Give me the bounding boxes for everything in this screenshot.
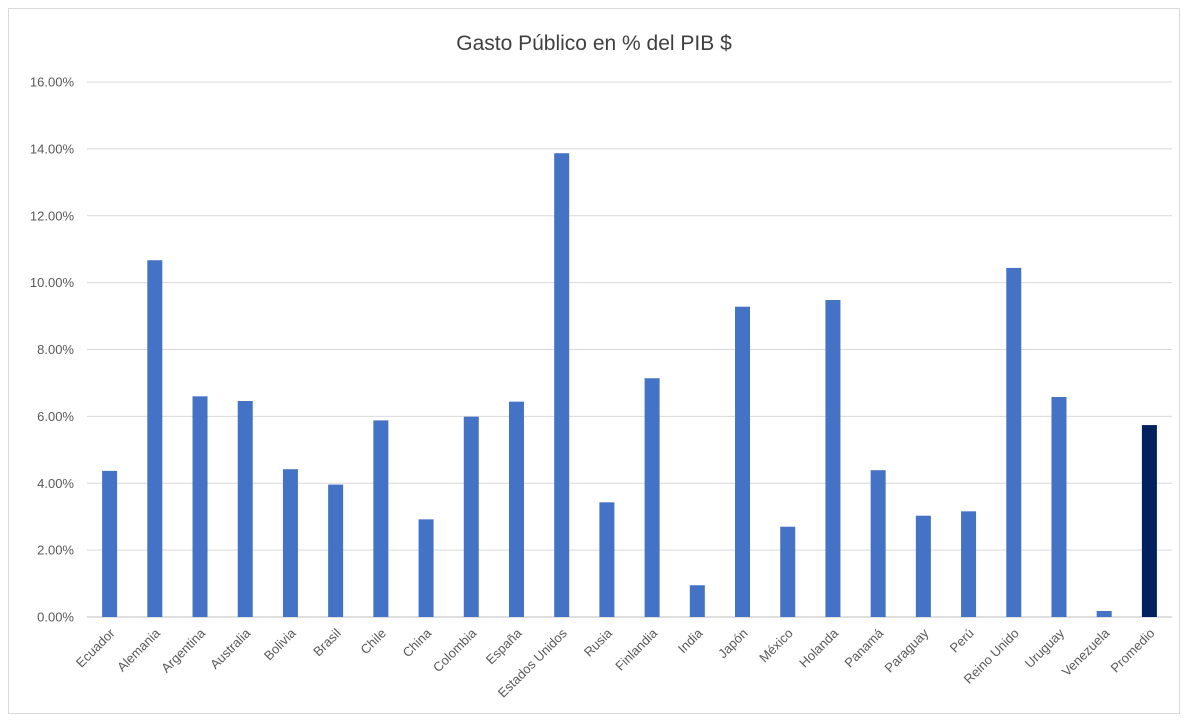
- bar-promedio: [1141, 425, 1157, 617]
- bar-españa: [508, 401, 524, 617]
- bar-india: [689, 585, 705, 617]
- x-tick-label: Promedio: [1108, 626, 1158, 676]
- bar-méxico: [780, 526, 796, 617]
- y-tick-label: 2.00%: [37, 543, 74, 558]
- bar-ecuador: [102, 470, 118, 617]
- bar-venezuela: [1096, 610, 1112, 617]
- x-tick-label: Ecuador: [73, 625, 118, 670]
- y-tick-label: 6.00%: [37, 409, 74, 424]
- bar-holanda: [825, 300, 841, 617]
- x-tick-label: Finlandia: [612, 625, 660, 673]
- bar-australia: [237, 400, 253, 617]
- bar-brasil: [328, 484, 344, 617]
- x-tick-label: Alemania: [114, 625, 163, 674]
- x-tick-label: Colombia: [430, 625, 480, 675]
- chart-title: Gasto Público en % del PIB $: [456, 32, 732, 55]
- x-tick-label: Venezuela: [1059, 625, 1113, 679]
- bar-china: [418, 519, 434, 617]
- x-tick-label: Japón: [715, 626, 751, 662]
- bar-paraguay: [915, 515, 931, 617]
- bar-chile: [373, 420, 389, 617]
- bar-argentina: [192, 396, 208, 617]
- bar-rusia: [599, 502, 615, 617]
- y-tick-label: 12.00%: [30, 208, 75, 223]
- x-tick-label: México: [756, 626, 796, 666]
- bar-japón: [735, 306, 751, 617]
- x-tick-label: India: [675, 625, 706, 656]
- y-tick-label: 16.00%: [30, 75, 75, 90]
- y-tick-label: 10.00%: [30, 275, 75, 290]
- bar-panamá: [870, 470, 886, 617]
- x-tick-label: China: [400, 625, 435, 660]
- x-tick-label: Brasil: [310, 625, 344, 659]
- y-tick-label: 8.00%: [37, 342, 74, 357]
- y-tick-label: 4.00%: [37, 476, 74, 491]
- bar-estados-unidos: [554, 153, 570, 618]
- x-tick-label: Chile: [357, 626, 389, 658]
- x-tick-label: Uruguay: [1022, 625, 1068, 671]
- bar-reino-unido: [1006, 267, 1022, 617]
- x-tick-label: España: [483, 625, 525, 667]
- x-tick-label: Holanda: [796, 625, 841, 670]
- x-tick-label: Argentina: [158, 625, 209, 676]
- bar-perú: [961, 511, 977, 617]
- x-tick-label: Paraguay: [882, 625, 932, 675]
- x-tick-label: Panamá: [841, 625, 886, 670]
- bar-bolivia: [282, 469, 298, 617]
- bar-finlandia: [644, 378, 660, 617]
- x-tick-label: Australia: [207, 625, 254, 672]
- bar-uruguay: [1051, 396, 1067, 617]
- y-tick-label: 0.00%: [37, 610, 74, 625]
- bar-colombia: [463, 416, 479, 617]
- y-tick-label: 14.00%: [30, 141, 75, 156]
- x-tick-label: Rusia: [581, 625, 616, 660]
- x-tick-label: Bolivia: [261, 625, 299, 663]
- bar-alemania: [147, 260, 163, 617]
- x-tick-label: Perú: [947, 626, 977, 656]
